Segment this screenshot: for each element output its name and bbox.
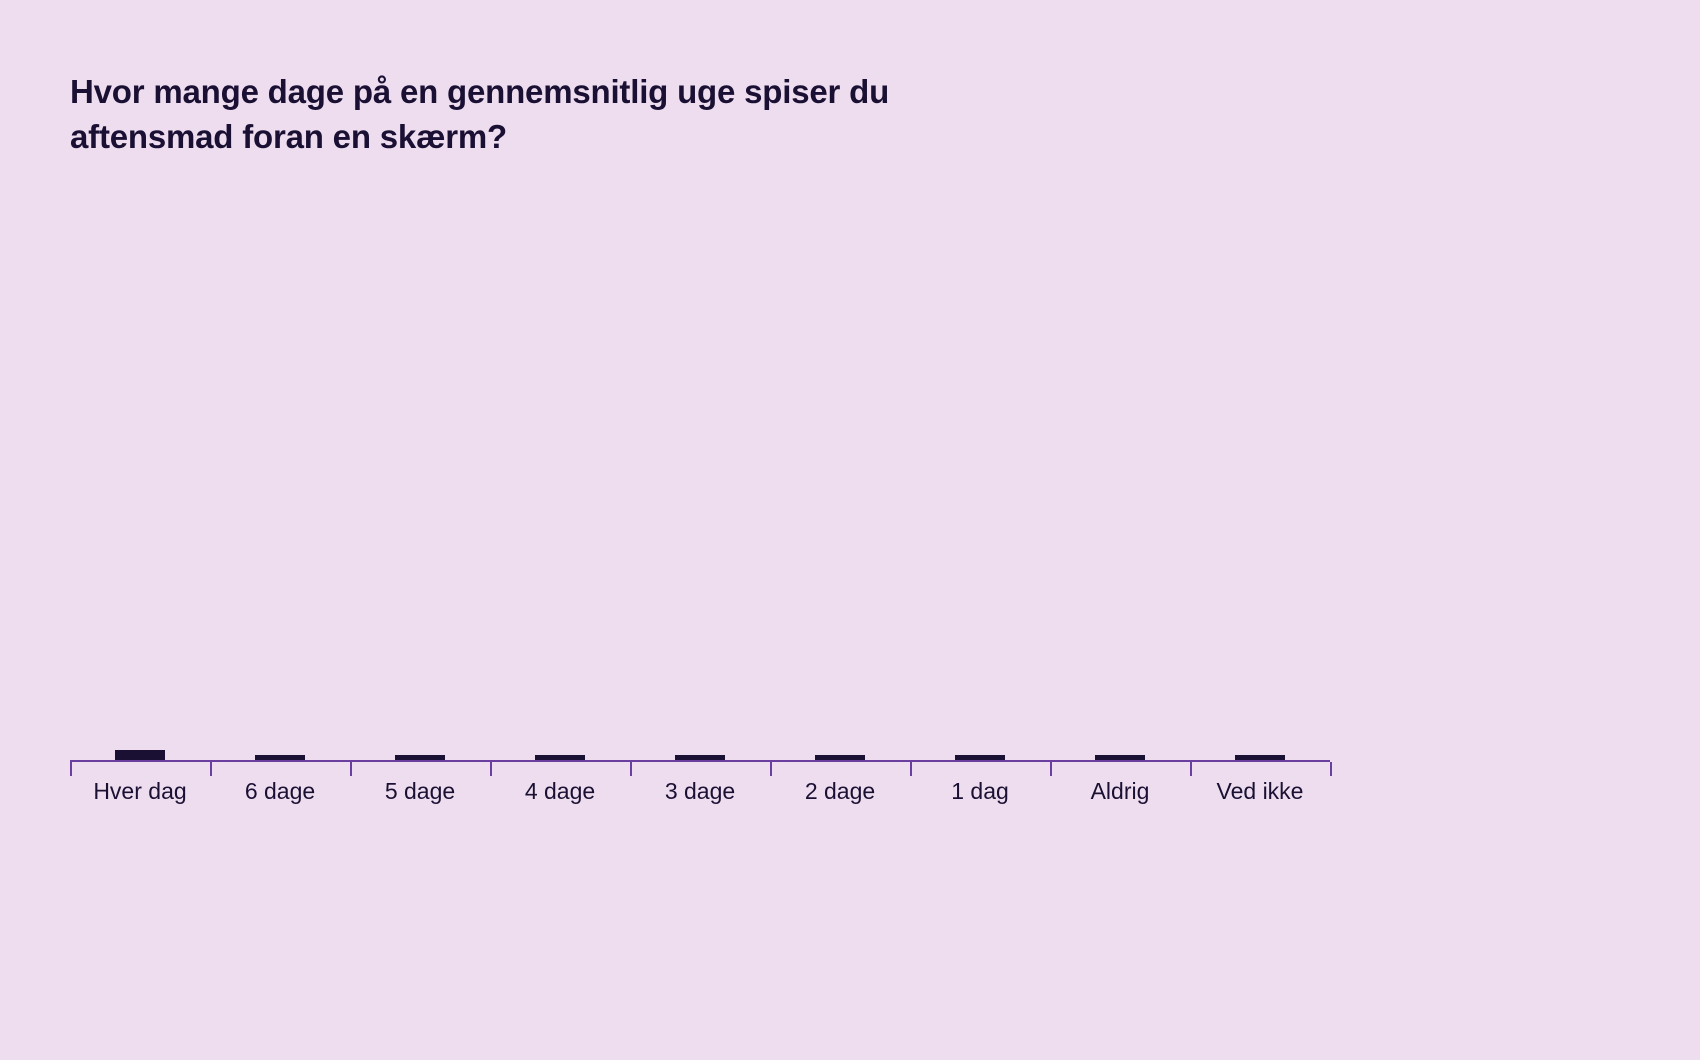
x-axis-label: Hver dag [93, 778, 186, 805]
chart-plot [70, 202, 1330, 762]
bar-slot [630, 202, 770, 762]
x-axis-label: 2 dage [805, 778, 875, 805]
bar-slot [1190, 202, 1330, 762]
chart-title: Hvor mange dage på en gennemsnitlig uge … [70, 70, 970, 159]
bar-slot [350, 202, 490, 762]
chart-bars [70, 202, 1330, 762]
bar-slot [490, 202, 630, 762]
x-axis-label: Aldrig [1091, 778, 1150, 805]
x-axis-labels: Hver dag 6 dage 5 dage 4 dage 3 dage 2 dage 1 … [70, 762, 1330, 812]
chart-page: Hvor mange dage på en gennemsnitlig uge … [0, 0, 1400, 872]
x-axis-label: 4 dage [525, 778, 595, 805]
x-axis-label: 5 dage [385, 778, 455, 805]
bar-slot [910, 202, 1050, 762]
bar-slot [70, 202, 210, 762]
bar-slot [210, 202, 350, 762]
x-axis-label: 6 dage [245, 778, 315, 805]
x-axis-label: 1 dag [951, 778, 1009, 805]
chart-area: Hver dag 6 dage 5 dage 4 dage 3 dage 2 dage 1 … [70, 202, 1330, 822]
x-axis-label: 3 dage [665, 778, 735, 805]
x-axis-tick [1330, 762, 1332, 776]
bar-slot [1050, 202, 1190, 762]
bar-slot [770, 202, 910, 762]
x-axis-label: Ved ikke [1217, 778, 1304, 805]
